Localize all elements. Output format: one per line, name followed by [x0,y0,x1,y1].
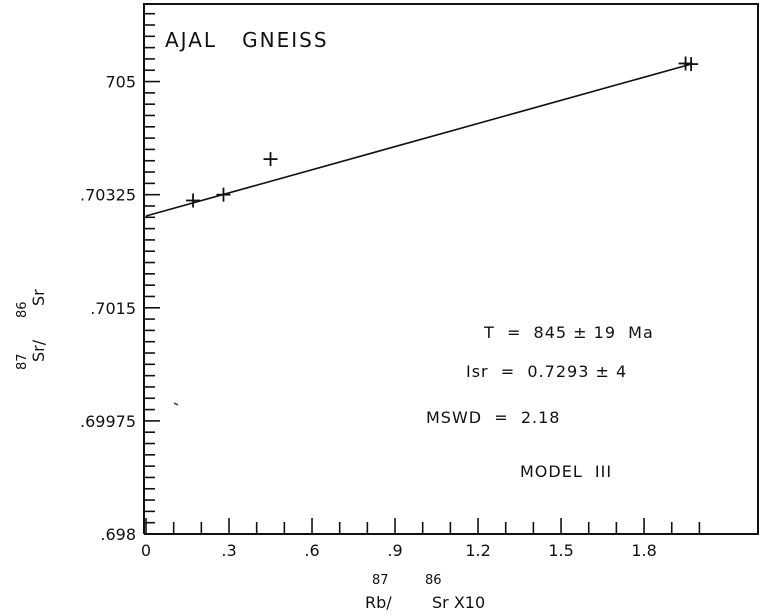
stray-mark [173,402,179,406]
plot-frame [143,3,759,535]
data-point [186,193,201,208]
x-label-sup2: 86 [425,573,442,588]
y-label-text2: Sr [29,289,48,306]
data-point [216,187,231,202]
annotation-age: T = 845 ± 19 Ma [483,323,654,342]
x-tick-label: 1.2 [465,541,490,560]
x-axis-tick-labels: 0 .3 .6 .9 1.2 1.5 1.8 [141,541,657,560]
x-label-text1: Rb/ [365,593,392,612]
data-points [186,56,699,208]
data-point [263,152,278,167]
x-tick-label: 1.5 [548,541,573,560]
y-tick-label: .69975 [80,412,136,431]
y-label-sup1: 87 [15,353,30,370]
chart-title: AJAL GNEISS [165,28,329,52]
y-tick-label: .70325 [80,186,136,205]
y-axis-label: 87 Sr/ 86 Sr [15,289,48,370]
x-axis-label: 87 Rb/ 86 Sr X10 [365,573,485,612]
annotation-model: MODEL III [520,462,612,481]
y-tick-label: 705 [105,73,136,92]
annotation-isr: Isr = 0.7293 ± 4 [466,362,627,381]
y-tick-label: .698 [100,525,136,544]
y-axis-tick-labels: .698 .69975 .7015 .70325 705 [80,73,136,544]
x-label-text2: Sr X10 [432,593,485,612]
y-tick-label: .7015 [90,299,136,318]
x-tick-label: .6 [304,541,319,560]
x-tick-label: 0 [141,541,151,560]
x-label-sup1: 87 [372,573,389,588]
x-tick-label: 1.8 [631,541,656,560]
data-point [684,57,699,72]
y-axis-ticks [144,12,160,535]
y-label-sup2: 86 [15,301,30,318]
annotation-mswd: MSWD = 2.18 [426,408,560,427]
y-label-text1: Sr/ [29,339,48,362]
x-axis-ticks [145,518,701,534]
isochron-fit-line [145,63,692,217]
x-tick-label: .3 [221,541,236,560]
x-tick-label: .9 [387,541,402,560]
